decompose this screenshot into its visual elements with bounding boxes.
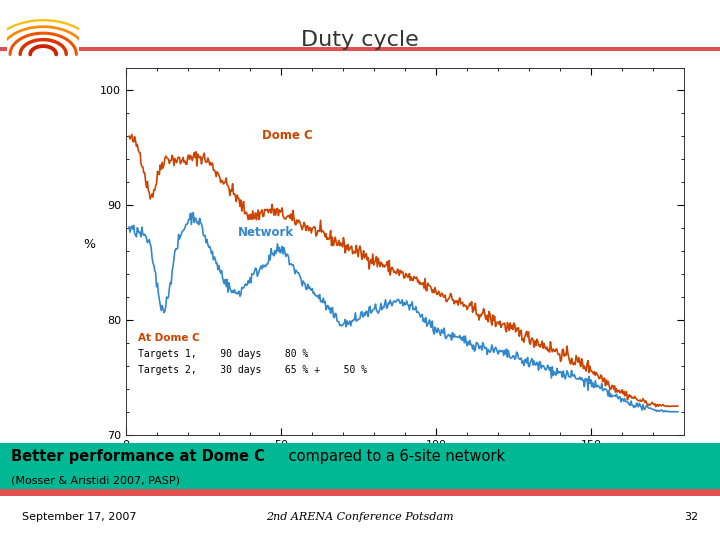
Text: Duty cycle: Duty cycle [301, 30, 419, 50]
Text: Network: Network [238, 226, 294, 239]
X-axis label: Duration (d): Duration (d) [369, 455, 441, 468]
Text: Better performance at Dome C: Better performance at Dome C [11, 449, 265, 464]
Text: At Dome C: At Dome C [138, 333, 200, 342]
Text: 2nd ARENA Conference Potsdam: 2nd ARENA Conference Potsdam [266, 512, 454, 522]
Text: Dome C: Dome C [262, 129, 313, 141]
Text: September 17, 2007: September 17, 2007 [22, 512, 136, 522]
Text: compared to a 6-site network: compared to a 6-site network [284, 449, 505, 464]
Text: (Mosser & Aristidi 2007, PASP): (Mosser & Aristidi 2007, PASP) [11, 475, 180, 485]
Text: Targets 1,    90 days    80 %: Targets 1, 90 days 80 % [138, 349, 309, 359]
Text: 32: 32 [684, 512, 698, 522]
Y-axis label: %: % [83, 238, 95, 251]
Text: Targets 2,    30 days    65 % +    50 %: Targets 2, 30 days 65 % + 50 % [138, 364, 367, 375]
